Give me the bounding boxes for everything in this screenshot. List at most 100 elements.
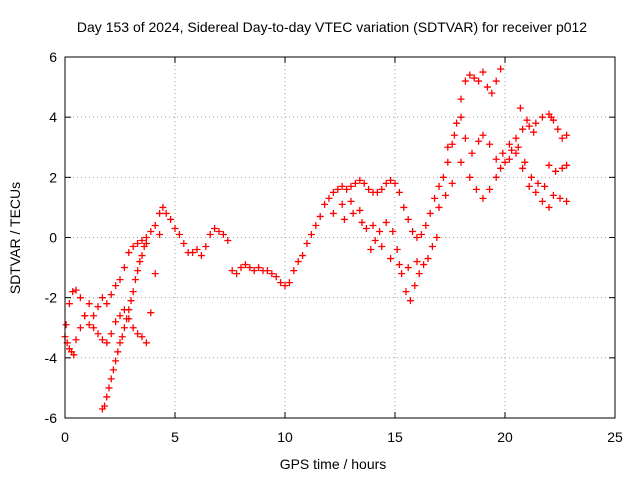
data-point — [175, 230, 183, 238]
data-point — [499, 149, 507, 157]
data-point — [558, 134, 566, 142]
data-point — [127, 297, 135, 305]
data-point — [541, 182, 549, 190]
data-point — [129, 243, 137, 251]
data-point — [545, 161, 553, 169]
chart-title: Day 153 of 2024, Sidereal Day-to-day VTE… — [77, 19, 587, 35]
data-point — [285, 279, 293, 287]
data-point — [428, 243, 436, 251]
data-point — [395, 261, 403, 269]
data-point — [321, 200, 329, 208]
data-point — [255, 264, 263, 272]
data-point — [547, 113, 555, 121]
x-tick-label-5: 5 — [171, 429, 179, 445]
data-point — [523, 116, 531, 124]
data-point — [156, 230, 164, 238]
data-point — [281, 282, 289, 290]
data-point — [76, 294, 84, 302]
data-point — [461, 77, 469, 85]
data-point — [505, 155, 513, 163]
data-point — [556, 194, 564, 202]
data-point — [393, 246, 401, 254]
data-point — [193, 246, 201, 254]
data-point — [415, 270, 423, 278]
data-point — [224, 237, 232, 245]
data-point — [349, 209, 357, 217]
data-point — [519, 164, 527, 172]
data-point — [98, 336, 106, 344]
data-point — [404, 215, 412, 223]
data-point — [112, 282, 120, 290]
data-point — [147, 309, 155, 317]
data-point — [98, 294, 106, 302]
data-point — [338, 182, 346, 190]
data-point — [65, 300, 73, 308]
data-point — [215, 227, 223, 235]
data-point — [85, 300, 93, 308]
series-2 — [435, 149, 571, 211]
data-point — [466, 71, 474, 79]
x-tick-label-0: 0 — [61, 429, 69, 445]
data-point — [461, 134, 469, 142]
data-point — [272, 273, 280, 281]
data-point — [156, 209, 164, 217]
data-point — [125, 306, 133, 314]
data-point — [472, 185, 480, 193]
data-point — [400, 203, 408, 211]
data-point — [417, 230, 425, 238]
data-point — [94, 330, 102, 338]
data-point — [307, 230, 315, 238]
data-point — [250, 267, 258, 275]
data-point — [329, 209, 337, 217]
data-point — [206, 230, 214, 238]
y-tick-label-0: 0 — [49, 230, 57, 246]
data-point — [197, 252, 205, 260]
data-point — [369, 221, 377, 229]
data-point — [109, 366, 117, 374]
y-tick-label--6: -6 — [45, 410, 58, 426]
data-point — [329, 188, 337, 196]
data-point — [81, 312, 89, 320]
data-point — [118, 333, 126, 341]
data-point — [558, 164, 566, 172]
data-point — [263, 267, 271, 275]
data-point — [360, 179, 368, 187]
data-point — [138, 333, 146, 341]
data-point — [134, 330, 142, 338]
data-point — [398, 270, 406, 278]
data-point — [347, 182, 355, 190]
data-point — [468, 149, 476, 157]
data-point — [103, 393, 111, 401]
y-tick-label-6: 6 — [49, 49, 57, 65]
data-point — [512, 134, 520, 142]
data-point — [365, 185, 373, 193]
data-point — [442, 191, 450, 199]
series-0 — [62, 65, 505, 329]
data-point — [167, 215, 175, 223]
data-point — [147, 227, 155, 235]
data-point — [422, 221, 430, 229]
data-point — [554, 125, 562, 133]
data-point — [180, 240, 188, 248]
data-point — [241, 261, 249, 269]
data-point — [358, 218, 366, 226]
data-point — [492, 173, 500, 181]
data-point — [211, 224, 219, 232]
data-point — [538, 113, 546, 121]
data-point — [114, 348, 122, 356]
data-point — [389, 227, 397, 235]
data-point — [439, 173, 447, 181]
data-point — [340, 215, 348, 223]
data-point — [475, 137, 483, 145]
data-point — [356, 206, 364, 214]
data-point — [159, 203, 167, 211]
data-point — [72, 286, 80, 294]
data-point — [101, 402, 109, 410]
data-point — [497, 65, 505, 73]
data-point — [538, 197, 546, 205]
data-point — [545, 203, 553, 211]
data-point — [453, 119, 461, 127]
data-point — [483, 83, 491, 91]
data-point — [479, 68, 487, 76]
